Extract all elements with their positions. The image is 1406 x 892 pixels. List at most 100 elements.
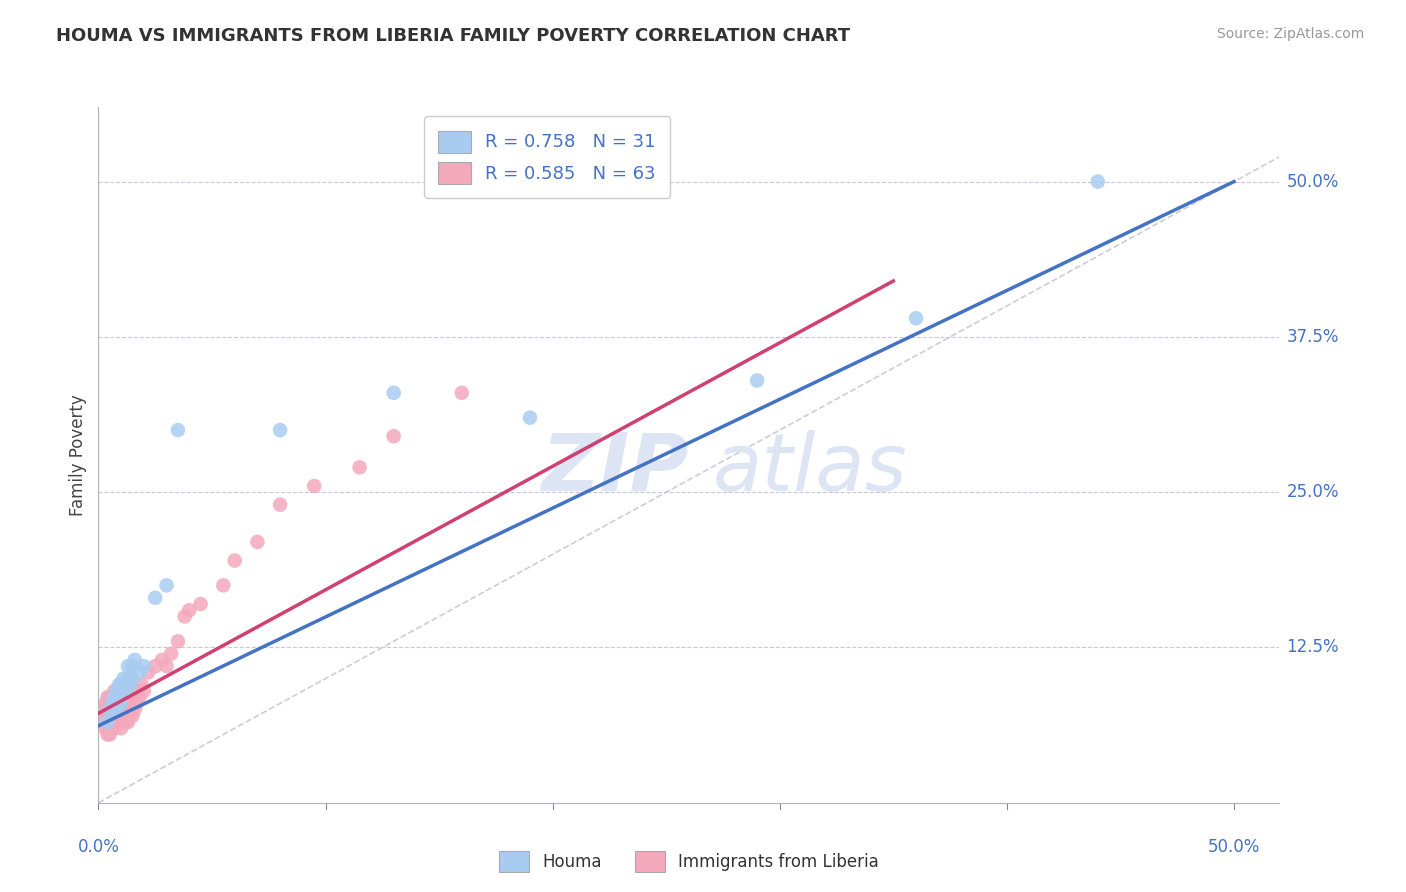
- Point: [121, 659, 143, 673]
- Point: [112, 672, 135, 686]
- Point: [150, 653, 173, 667]
- Point: [519, 410, 541, 425]
- Point: [117, 672, 139, 686]
- Point: [101, 697, 124, 711]
- Text: HOUMA VS IMMIGRANTS FROM LIBERIA FAMILY POVERTY CORRELATION CHART: HOUMA VS IMMIGRANTS FROM LIBERIA FAMILY …: [56, 27, 851, 45]
- Point: [96, 727, 118, 741]
- Point: [110, 697, 132, 711]
- Point: [101, 708, 124, 723]
- Point: [94, 721, 117, 735]
- Text: Source: ZipAtlas.com: Source: ZipAtlas.com: [1216, 27, 1364, 41]
- Point: [101, 721, 124, 735]
- Point: [117, 714, 139, 729]
- Point: [1087, 175, 1109, 189]
- Point: [105, 690, 128, 705]
- Point: [108, 697, 131, 711]
- Point: [124, 684, 146, 698]
- Point: [112, 684, 135, 698]
- Point: [117, 659, 139, 673]
- Text: 0.0%: 0.0%: [77, 838, 120, 856]
- Text: 50.0%: 50.0%: [1208, 838, 1260, 856]
- Point: [132, 684, 155, 698]
- Point: [121, 672, 143, 686]
- Point: [114, 684, 136, 698]
- Point: [128, 690, 150, 705]
- Point: [112, 714, 135, 729]
- Point: [98, 703, 121, 717]
- Point: [103, 703, 125, 717]
- Point: [224, 553, 246, 567]
- Point: [96, 714, 118, 729]
- Point: [114, 714, 136, 729]
- Point: [98, 690, 121, 705]
- Point: [98, 727, 121, 741]
- Legend: Houma, Immigrants from Liberia: Houma, Immigrants from Liberia: [485, 838, 893, 885]
- Point: [101, 697, 124, 711]
- Point: [120, 708, 142, 723]
- Point: [114, 697, 136, 711]
- Point: [120, 672, 142, 686]
- Point: [103, 697, 125, 711]
- Point: [94, 708, 117, 723]
- Point: [143, 659, 166, 673]
- Point: [269, 498, 291, 512]
- Text: 37.5%: 37.5%: [1286, 328, 1339, 346]
- Point: [302, 479, 325, 493]
- Point: [91, 703, 114, 717]
- Point: [124, 653, 146, 667]
- Text: 25.0%: 25.0%: [1286, 483, 1339, 501]
- Point: [103, 684, 125, 698]
- Point: [96, 703, 118, 717]
- Point: [110, 678, 132, 692]
- Point: [155, 578, 177, 592]
- Point: [125, 697, 148, 711]
- Text: 12.5%: 12.5%: [1286, 639, 1339, 657]
- Point: [110, 721, 132, 735]
- Point: [103, 708, 125, 723]
- Y-axis label: Family Poverty: Family Poverty: [69, 394, 87, 516]
- Point: [246, 535, 269, 549]
- Point: [905, 311, 928, 326]
- Point: [132, 659, 155, 673]
- Text: atlas: atlas: [713, 430, 907, 508]
- Point: [105, 703, 128, 717]
- Point: [173, 609, 195, 624]
- Point: [212, 578, 235, 592]
- Point: [179, 603, 201, 617]
- Point: [112, 703, 135, 717]
- Point: [117, 697, 139, 711]
- Point: [105, 714, 128, 729]
- Point: [121, 690, 143, 705]
- Point: [382, 385, 405, 400]
- Point: [167, 634, 190, 648]
- Point: [108, 708, 131, 723]
- Point: [190, 597, 212, 611]
- Point: [120, 678, 142, 692]
- Point: [94, 697, 117, 711]
- Point: [269, 423, 291, 437]
- Point: [108, 678, 131, 692]
- Point: [91, 714, 114, 729]
- Point: [167, 423, 190, 437]
- Point: [138, 665, 160, 680]
- Point: [105, 684, 128, 698]
- Point: [103, 690, 125, 705]
- Point: [96, 690, 118, 705]
- Point: [143, 591, 166, 605]
- Point: [155, 659, 177, 673]
- Point: [745, 373, 768, 387]
- Point: [117, 678, 139, 692]
- Point: [108, 690, 131, 705]
- Point: [110, 690, 132, 705]
- Point: [128, 665, 150, 680]
- Point: [349, 460, 371, 475]
- Point: [98, 714, 121, 729]
- Point: [450, 385, 472, 400]
- Text: ZIP: ZIP: [541, 430, 689, 508]
- Point: [110, 708, 132, 723]
- Point: [103, 721, 125, 735]
- Point: [121, 708, 143, 723]
- Point: [131, 678, 153, 692]
- Point: [105, 703, 128, 717]
- Point: [120, 690, 142, 705]
